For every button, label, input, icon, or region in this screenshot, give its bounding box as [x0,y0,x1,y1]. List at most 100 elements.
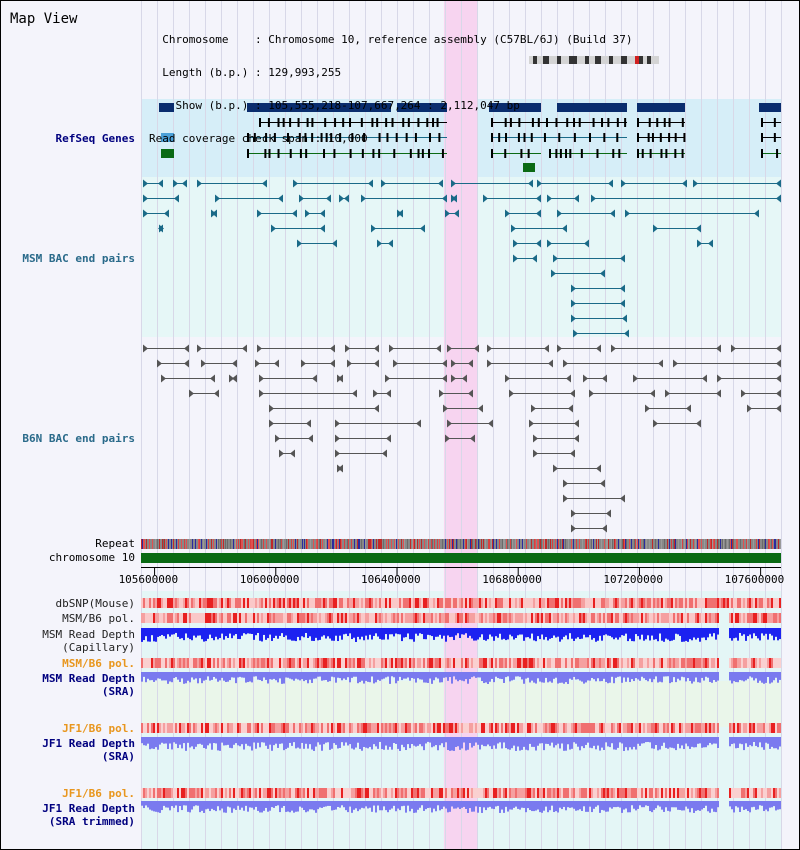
depth-bar [265,801,267,808]
depth-bar [201,628,203,640]
track-label-msm-depth-capillary[interactable]: MSM Read Depth (Capillary) [1,629,135,653]
depth-bar [501,801,503,810]
heat-cell [279,598,281,608]
heat-cell [325,598,327,608]
track-label-jf1-depth-trimmed[interactable]: JF1 Read Depth (SRA trimmed) [1,803,135,827]
b6n-bac-pair-end [279,449,284,458]
track-label-jf1-depth-sra[interactable]: JF1 Read Depth (SRA) [1,738,135,762]
heat-cell [617,658,619,668]
heat-cell [353,613,355,623]
depth-bar [593,672,595,680]
depth-bar [185,672,187,684]
repeat-element [693,539,694,549]
repeat-element [442,539,443,549]
refseq-exon [674,149,677,158]
depth-bar [431,737,433,748]
heat-cell [759,613,761,623]
heat-cell [411,658,413,668]
heat-cell [553,658,555,668]
heat-cell [295,658,297,668]
heat-cell [231,788,233,798]
depth-bar [599,672,601,682]
depth-bar [701,737,703,748]
depth-bar [609,737,611,748]
track-label-refseq[interactable]: RefSeq Genes [55,132,135,145]
heat-cell [273,613,275,623]
heat-cell [683,613,685,623]
repeat-element [339,539,340,549]
depth-bar [317,737,319,743]
depth-bar [269,672,271,680]
heat-cell [367,598,369,608]
heat-cell [491,723,493,733]
repeat-element [203,539,204,549]
b6n-bac-pair-end [451,359,456,368]
heat-cell [343,723,345,733]
heat-cell [471,723,473,733]
heat-cell [559,658,561,668]
heat-cell [569,788,571,798]
heat-cell [407,598,409,608]
heat-cell [455,598,457,608]
heat-cell [625,598,627,608]
msm-bac-pair-end [708,239,713,248]
repeat-element [771,539,772,549]
depth-bar [241,628,243,636]
depth-bar [207,737,209,746]
heat-cell [223,658,225,668]
depth-bar [769,737,771,749]
repeat-element [186,539,187,549]
heat-cell [459,658,461,668]
heat-cell [701,598,703,608]
heat-cell [313,658,315,668]
depth-bar [431,672,433,684]
b6n-bac-pair-end [583,374,588,383]
track-label-b6n-bac[interactable]: B6N BAC end pairs [22,432,135,445]
track-label-msm-bac[interactable]: MSM BAC end pairs [22,252,135,265]
heat-cell [533,598,535,608]
chromosome-ideogram[interactable] [529,54,661,66]
heat-cell [747,788,749,798]
heat-cell [241,723,243,733]
repeat-element [463,539,464,549]
track-label-repeat[interactable]: Repeat [95,537,135,550]
track-label-msm-depth-sra[interactable]: MSM Read Depth (SRA) [1,673,135,697]
depth-bar [415,801,417,813]
refseq-exon [523,133,526,142]
repeat-element [491,539,492,549]
b6n-bac-pair-end [389,344,394,353]
heat-cell [229,658,231,668]
heat-cell [717,598,719,608]
depth-bar [615,737,617,750]
track-label-chromosome[interactable]: chromosome 10 [48,551,135,564]
heat-cell [149,658,151,668]
depth-bar [635,801,637,811]
track-label-jf1-pol-2[interactable]: JF1/B6 pol. [62,787,135,800]
depth-bar [145,628,147,637]
heat-cell [587,613,589,623]
track-label-dbsnp[interactable]: dbSNP(Mouse) [55,597,135,610]
depth-bar [367,801,369,809]
depth-bar [749,672,751,677]
heat-cell [461,613,463,623]
depth-bar [621,672,623,683]
depth-bar [613,628,615,640]
refseq-exon [286,133,289,142]
track-label-msm-b6-pol-sra[interactable]: MSM/B6 pol. [62,657,135,670]
heat-cell [563,613,565,623]
heat-cell [347,658,349,668]
heat-cell [399,613,401,623]
track-label-jf1-pol-1[interactable]: JF1/B6 pol. [62,722,135,735]
heat-cell [749,723,751,733]
heat-cell [547,658,549,668]
repeat-element [625,539,626,549]
heat-cell [317,788,319,798]
heat-cell [231,658,233,668]
heat-cell [463,613,465,623]
depth-bar [523,801,525,808]
repeat-element [493,539,494,549]
heat-cell [505,598,507,608]
track-label-msm-b6-pol[interactable]: MSM/B6 pol. [62,612,135,625]
heat-cell [487,598,489,608]
